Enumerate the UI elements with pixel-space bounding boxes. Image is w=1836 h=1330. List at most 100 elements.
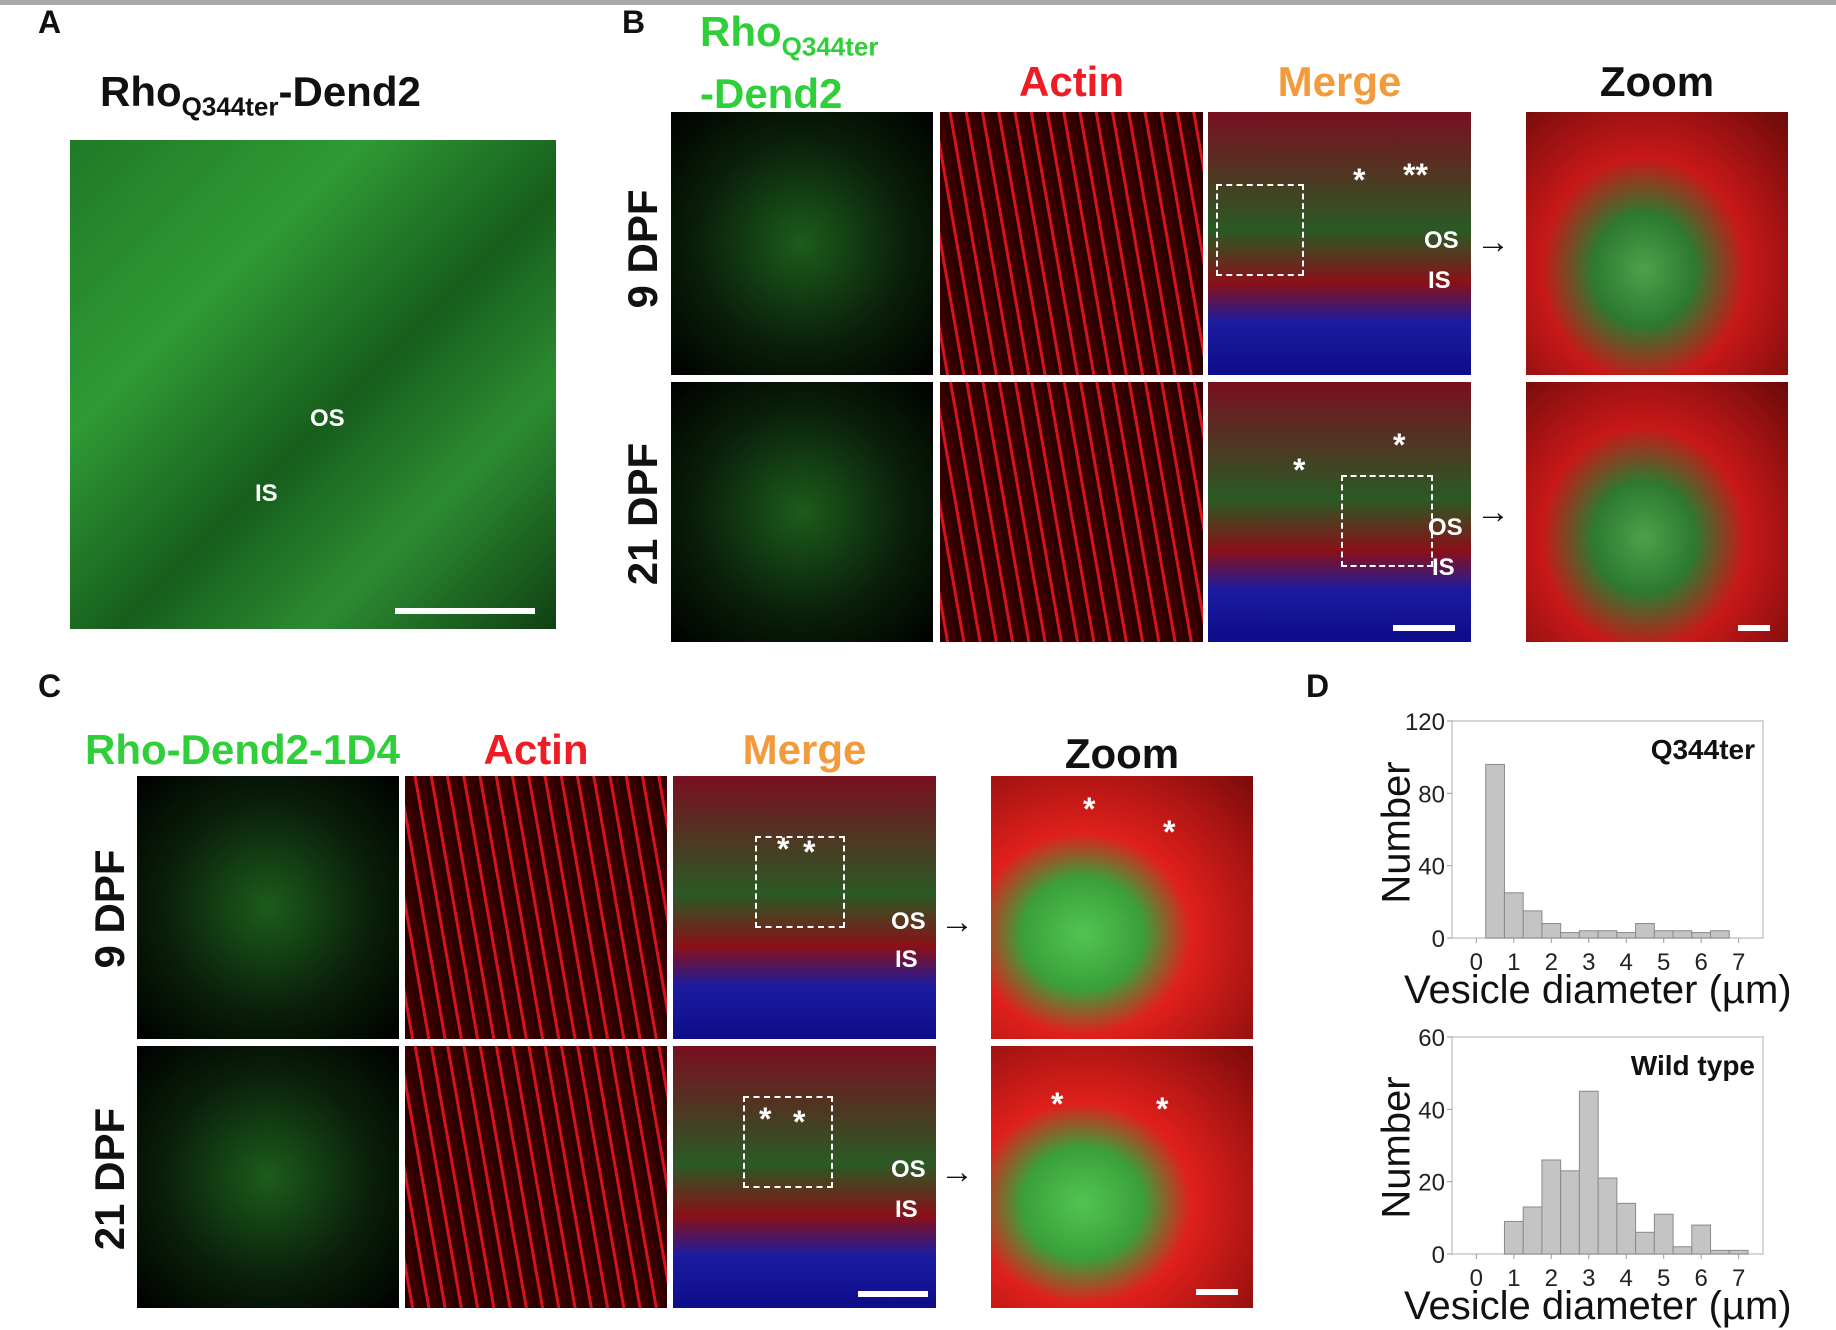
asterisk: *	[1353, 162, 1366, 198]
x-tick-label: 0	[1470, 949, 1483, 976]
panel-b-merge-21dpf: * * OS IS	[1208, 382, 1471, 642]
scale-bar	[1196, 1289, 1238, 1295]
asterisk: *	[1156, 1091, 1169, 1127]
panel-b-col-title-zoom: Zoom	[1599, 58, 1715, 105]
zoom-region-box	[743, 1096, 833, 1188]
panel-c-col-title-merge: Merge	[742, 726, 867, 773]
os-label: OS	[891, 908, 926, 935]
y-tick-label: 80	[1418, 781, 1445, 808]
os-label: OS	[1424, 227, 1459, 254]
title-subscript: Q344ter	[781, 31, 879, 62]
x-tick-label: 3	[1582, 1265, 1595, 1292]
panel-c-merge-21dpf: * * OS IS	[673, 1046, 936, 1308]
panel-label-c: C	[38, 668, 62, 704]
y-tick-label: 0	[1432, 926, 1445, 953]
panel-a-title: RhoQ344ter-Dend2	[100, 68, 421, 122]
histogram-bar	[1503, 1220, 1524, 1255]
y-tick-label: 20	[1418, 1170, 1445, 1197]
zoom-region-box	[1341, 475, 1433, 567]
x-tick-label: 1	[1507, 1265, 1520, 1292]
asterisk: *	[1163, 814, 1176, 850]
y-tick-label: 40	[1418, 1097, 1445, 1124]
x-tick-label: 4	[1620, 1265, 1633, 1292]
asterisk: *	[1393, 427, 1406, 463]
panel-c-actin-21dpf	[405, 1046, 667, 1308]
asterisk: *	[793, 1104, 806, 1140]
histogram-bar	[1672, 930, 1693, 939]
panel-a-micrograph: OS IS	[70, 140, 556, 629]
y-tick-label: 120	[1405, 709, 1445, 736]
panel-b-row-label-21dpf: 21 DPF	[619, 442, 666, 586]
asterisk: *	[777, 831, 790, 867]
is-label: IS	[255, 480, 278, 507]
is-label: IS	[1432, 554, 1455, 581]
title-suffix: -Dend2	[278, 68, 421, 115]
histogram-bar	[1560, 1170, 1580, 1255]
panel-b-zoom-21dpf	[1526, 382, 1788, 642]
os-label: OS	[1428, 514, 1463, 541]
is-label: IS	[895, 1196, 918, 1223]
panel-c-merge-9dpf: * * OS IS	[673, 776, 936, 1039]
histogram-bar	[1597, 1177, 1618, 1255]
histogram-bar	[1672, 1246, 1693, 1255]
scale-bar	[858, 1291, 928, 1297]
asterisk: *	[1293, 452, 1306, 488]
x-tick-label: 5	[1657, 949, 1670, 976]
panel-c-row-label-9dpf: 9 DPF	[86, 849, 133, 969]
title-line2: -Dend2	[700, 70, 843, 118]
panel-b-zoom-9dpf	[1526, 112, 1788, 375]
panel-b-merge-9dpf: * ** OS IS	[1208, 112, 1471, 375]
panel-c-zoom-9dpf: * *	[991, 776, 1253, 1039]
x-tick-label: 2	[1545, 1265, 1558, 1292]
histogram-bar	[1691, 932, 1712, 939]
histogram-bar	[1616, 1202, 1637, 1255]
is-label: IS	[895, 946, 918, 973]
x-tick-label: 5	[1657, 1265, 1670, 1292]
y-tick-label: 60	[1418, 1025, 1445, 1052]
histogram-bar	[1653, 1213, 1674, 1255]
panel-b-green-21dpf	[671, 382, 933, 642]
asterisk: *	[1051, 1086, 1064, 1122]
x-tick-label: 2	[1545, 949, 1558, 976]
panel-c-green-21dpf	[137, 1046, 399, 1308]
panel-b-col-title-merge: Merge	[1277, 58, 1402, 105]
zoom-region-box	[1216, 184, 1304, 276]
y-tick-label: 40	[1418, 854, 1445, 881]
panel-b-actin-9dpf	[940, 112, 1203, 375]
top-border	[0, 0, 1836, 5]
panel-label-b: B	[622, 4, 646, 40]
asterisk: *	[803, 834, 816, 870]
histogram-bar	[1616, 932, 1637, 939]
histogram-bar	[1541, 923, 1562, 939]
asterisk: *	[759, 1101, 772, 1137]
histogram-bar	[1578, 1090, 1599, 1255]
panel-label-d: D	[1306, 668, 1330, 704]
x-axis-label: Vesicle diameter (µm)	[1404, 1284, 1792, 1328]
histogram-bar	[1653, 930, 1674, 939]
histogram-bar	[1597, 930, 1618, 939]
is-label: IS	[1428, 267, 1451, 294]
arrow-right-icon: →	[1476, 223, 1510, 261]
histogram-bar	[1522, 1206, 1543, 1255]
x-tick-label: 1	[1507, 949, 1520, 976]
title-main: Rho	[100, 68, 182, 115]
panel-c-zoom-21dpf: * *	[991, 1046, 1253, 1308]
x-tick-label: 6	[1694, 949, 1707, 976]
histogram-bar	[1560, 932, 1580, 939]
y-axis-label: Number	[1374, 1076, 1419, 1219]
histogram-bar	[1635, 923, 1655, 939]
panel-c-col-title-green: Rho-Dend2-1D4	[85, 726, 401, 773]
x-tick-label: 7	[1732, 1265, 1745, 1292]
panel-c-row-label-21dpf: 21 DPF	[86, 1107, 133, 1251]
scale-bar	[1738, 625, 1770, 631]
title-subscript: Q344ter	[181, 91, 279, 122]
arrow-right-icon: →	[940, 1153, 974, 1191]
chart-title: Wild type	[1631, 1050, 1755, 1081]
panel-label-a: A	[38, 4, 62, 40]
panel-c-col-title-actin: Actin	[483, 726, 589, 773]
panel-c-col-title-zoom: Zoom	[1064, 730, 1180, 777]
histogram-bar	[1503, 892, 1524, 939]
zoom-region-box	[755, 836, 845, 928]
